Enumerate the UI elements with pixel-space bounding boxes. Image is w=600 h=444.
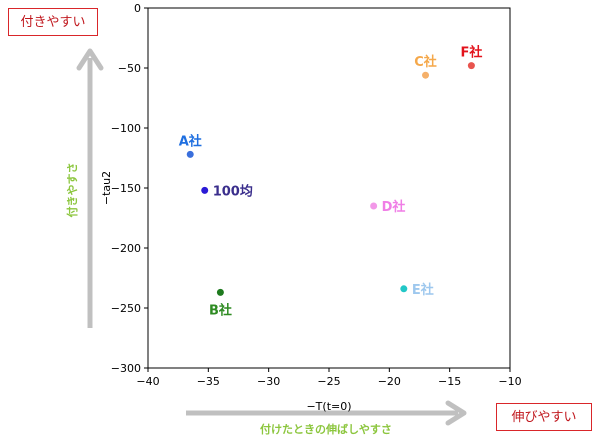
y-tick-label: −300 — [111, 362, 141, 375]
x-tick-label: −30 — [257, 375, 280, 388]
data-point-label: B社 — [209, 302, 232, 318]
x-tick-label: −25 — [317, 375, 340, 388]
data-point-label: F社 — [460, 45, 482, 61]
data-point-label: 100均 — [213, 183, 253, 199]
data-point — [216, 288, 224, 296]
y-tick-label: −250 — [111, 302, 141, 315]
data-point — [370, 202, 378, 210]
data-point — [186, 150, 194, 158]
x-tick-label: −40 — [136, 375, 159, 388]
data-point — [422, 71, 430, 79]
y-axis-label: −tau2 — [100, 171, 113, 205]
points-layer: A社 100均 B社 C社 D社 E社 F社 — [179, 45, 483, 319]
x-tick-label: −15 — [438, 375, 461, 388]
x-axis-label: −T(t=0) — [306, 400, 351, 413]
ease-of-attaching-label: 付きやすさ — [65, 163, 79, 218]
y-tick-label: −200 — [111, 242, 141, 255]
easy-to-stretch-box: 伸びやすい — [496, 403, 592, 431]
data-point — [400, 285, 408, 293]
data-point-label: C社 — [414, 54, 437, 70]
data-point-label: E社 — [412, 282, 434, 298]
data-point-label: A社 — [179, 133, 202, 149]
x-tick-label: −10 — [498, 375, 521, 388]
horizontal-arrow-head — [445, 400, 467, 426]
axes-layer: −40 −35 −30 −25 −20 −15 −100−50−100−150−200−25… — [100, 2, 522, 413]
data-point-label: D社 — [382, 199, 406, 215]
data-point — [467, 62, 475, 70]
x-tick-label: −20 — [378, 375, 401, 388]
y-tick-label: 0 — [134, 2, 141, 15]
y-tick-label: −100 — [111, 122, 141, 135]
data-point — [201, 186, 209, 194]
y-tick-label: −50 — [118, 62, 141, 75]
easy-to-attach-box: 付きやすい — [8, 8, 98, 36]
ease-of-stretching-label: 付けたときの伸ばしやすさ — [260, 422, 392, 436]
vertical-arrow-head — [76, 48, 104, 71]
y-tick-label: −150 — [111, 182, 141, 195]
x-tick-label: −35 — [197, 375, 220, 388]
